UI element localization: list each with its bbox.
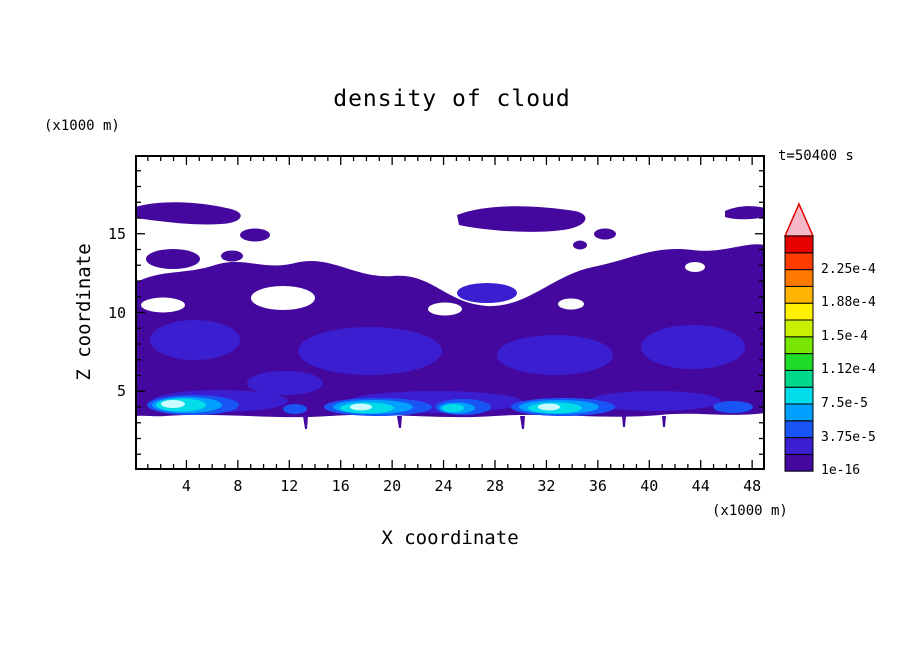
colorbar-cell (784, 369, 814, 388)
cloud-free-holes (141, 262, 705, 316)
colorbar-cell (784, 386, 814, 405)
x-tick-label: 16 (331, 477, 350, 495)
colorbar-tick-label: 1.12e-4 (821, 362, 876, 378)
x-tick-label: 12 (280, 477, 299, 495)
x-tick-label: 8 (233, 477, 243, 495)
x-axis-unit-label: (x1000 m) (712, 503, 788, 519)
chart-title: density of cloud (333, 86, 571, 112)
colorbar-cell (784, 420, 814, 439)
x-tick-label: 32 (537, 477, 556, 495)
colorbar-cell (784, 437, 814, 455)
z-tick-label: 5 (116, 382, 126, 401)
colorbar-cell (784, 235, 814, 254)
colorbar-cell (784, 336, 814, 355)
colorbar-overflow-arrow (783, 202, 815, 237)
x-tick-label: 24 (434, 477, 453, 495)
x-tick-label: 28 (485, 477, 505, 495)
colorbar-cell (784, 453, 814, 472)
x-axis-title: X coordinate (381, 527, 519, 549)
colorbar-cell (784, 403, 814, 422)
colorbar-tick-label: 1.5e-4 (821, 328, 868, 344)
z-tick-label: 15 (107, 224, 126, 243)
x-tick-label: 44 (691, 477, 710, 495)
contour-maxima-cores (161, 400, 560, 411)
colorbar-cell (784, 353, 814, 371)
x-tick-label: 4 (181, 477, 191, 495)
colorbar-cell (784, 319, 814, 338)
x-tick-label: 40 (640, 477, 659, 495)
z-axis-unit-label: (x1000 m) (44, 118, 120, 134)
x-tick-label: 36 (588, 477, 607, 495)
x-tick-label: 20 (383, 477, 402, 495)
contour-plot-canvas (135, 155, 765, 470)
z-axis-title: Z coordinate (73, 243, 95, 381)
colorbar-tick-label: 7.5e-5 (821, 396, 868, 411)
plot-frame (135, 155, 765, 470)
time-annotation: t=50400 s (778, 148, 854, 164)
colorbar-cell (784, 285, 814, 304)
x-tick-label: 48 (743, 477, 762, 495)
colorbar-cell (784, 302, 814, 321)
colorbar-tick-label: 1.88e-4 (821, 295, 876, 311)
colorbar-tick-label: 1e-16 (821, 463, 861, 479)
z-tick-label: 10 (107, 303, 126, 322)
colorbar-tick-label: 3.75e-5 (821, 429, 876, 445)
contour-field (135, 202, 765, 429)
colorbar-cell (784, 269, 814, 287)
colorbar-svg (783, 202, 815, 472)
axis-ticks (137, 157, 763, 468)
colorbar-tick-label: 2.25e-4 (821, 261, 876, 277)
colorbar: 1e-16 3.75e-5 7.5e-5 1.12e-4 1.5e-4 1.88e-4 2.… (783, 200, 903, 492)
colorbar-cell (784, 252, 814, 271)
